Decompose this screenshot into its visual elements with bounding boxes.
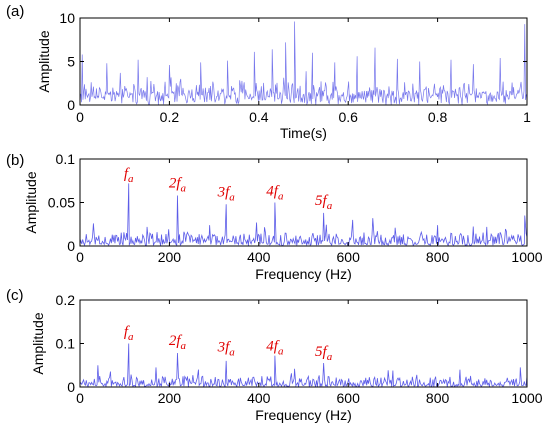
panel-label: (a): [6, 3, 24, 20]
x-tick-label: 1: [523, 109, 531, 125]
x-tick-label: 0: [76, 390, 84, 406]
x-tick-label: 0.8: [428, 109, 448, 125]
y-axis-title: Amplitude: [36, 30, 52, 92]
harmonic-symbol: f: [274, 184, 280, 200]
y-axis-title: Amplitude: [30, 312, 46, 374]
signal-line: [80, 343, 527, 387]
y-tick-label: 10: [59, 10, 75, 26]
y-tick-label: 0: [67, 379, 75, 395]
harmonic-label: fa: [124, 324, 134, 343]
x-tick-label: 0.2: [160, 109, 180, 125]
x-tick-label: 400: [247, 390, 271, 406]
harmonic-coef: 4: [266, 184, 274, 200]
x-tick-label: 0.6: [338, 109, 358, 125]
x-tick-label: 0: [76, 249, 84, 265]
y-axis-title: Amplitude: [23, 171, 39, 233]
panel-label: (c): [6, 287, 24, 304]
harmonic-symbol: f: [124, 166, 130, 182]
harmonic-subscript: a: [181, 340, 187, 352]
harmonic-coef: 3: [217, 339, 226, 355]
panel-c: (c) 0 200 400 600 800 1000 0 0.1 0.2 Frequency (Hz…: [6, 287, 543, 423]
harmonic-symbol: f: [274, 338, 280, 354]
x-axis-title: Time(s): [280, 125, 327, 141]
x-tick-label: 1000: [511, 390, 542, 406]
y-tick-label: 0.05: [48, 195, 75, 211]
x-tick-label: 1000: [511, 249, 542, 265]
y-tick-label: 0: [67, 97, 75, 113]
x-axis-title: Frequency (Hz): [255, 266, 351, 282]
x-tick-label: 200: [158, 390, 182, 406]
harmonic-subscript: a: [128, 173, 134, 185]
harmonic-symbol: f: [323, 193, 329, 209]
harmonic-subscript: a: [327, 351, 333, 363]
harmonic-label: 3fa: [217, 184, 236, 203]
harmonic-label: 5fa: [315, 344, 333, 363]
x-tick-label: 0.4: [249, 109, 269, 125]
harmonic-label: fa: [124, 166, 134, 185]
harmonic-label: 2fa: [169, 176, 187, 195]
harmonic-subscript: a: [229, 346, 235, 358]
harmonic-coef: 3: [217, 184, 226, 200]
harmonic-subscript: a: [181, 183, 187, 195]
y-tick-label: 5: [67, 54, 75, 70]
harmonic-symbol: f: [225, 184, 231, 200]
harmonic-symbol: f: [323, 344, 329, 360]
harmonic-coef: 5: [315, 344, 323, 360]
harmonic-label: 4fa: [266, 338, 284, 357]
signal-line: [80, 21, 527, 105]
x-axis-title: Frequency (Hz): [255, 407, 351, 423]
y-tick-label: 0.1: [56, 151, 76, 167]
harmonic-subscript: a: [278, 345, 284, 357]
harmonic-subscript: a: [128, 331, 134, 343]
y-tick-label: 0.2: [56, 292, 76, 308]
harmonic-coef: 2: [169, 333, 177, 349]
x-tick-label: 600: [337, 249, 361, 265]
x-tick-label: 400: [247, 249, 271, 265]
y-tick-label: 0.1: [56, 336, 76, 352]
panel-label: (b): [6, 152, 24, 169]
harmonic-label: 3fa: [217, 339, 236, 358]
harmonic-symbol: f: [176, 333, 182, 349]
harmonic-symbol: f: [176, 176, 182, 192]
harmonic-label: 4fa: [266, 184, 284, 203]
harmonic-coef: 5: [315, 193, 323, 209]
harmonic-subscript: a: [278, 191, 284, 203]
x-tick-label: 800: [426, 390, 450, 406]
signal-line: [80, 183, 527, 246]
harmonic-symbol: f: [124, 324, 130, 340]
harmonic-coef: 4: [266, 338, 274, 354]
harmonic-subscript: a: [327, 200, 333, 212]
x-tick-label: 200: [158, 249, 182, 265]
harmonic-subscript: a: [229, 191, 235, 203]
panel-b: (b) 0 200 400 600 800 1000 0 0.05 0.1 Frequency (H…: [6, 151, 543, 282]
harmonic-label: 5fa: [315, 193, 333, 212]
x-tick-label: 600: [337, 390, 361, 406]
harmonic-symbol: f: [225, 339, 231, 355]
harmonic-label: 2fa: [169, 333, 187, 352]
harmonic-coef: 2: [169, 176, 177, 192]
x-tick-label: 0: [76, 109, 84, 125]
y-tick-label: 0: [67, 238, 75, 254]
x-tick-label: 800: [426, 249, 450, 265]
